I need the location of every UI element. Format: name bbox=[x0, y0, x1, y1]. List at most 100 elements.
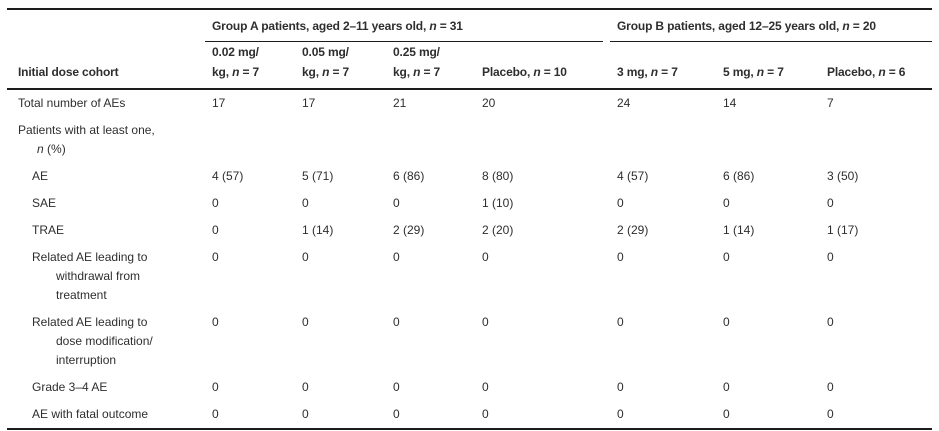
cell-value: 1 (17) bbox=[827, 223, 859, 237]
cell-value: 6 (86) bbox=[393, 169, 425, 183]
cell-value: 0 bbox=[212, 315, 219, 329]
table-row: TRAE 0 1 (14) 2 (29) 2 (20) 2 (29) 1 (14) 1 (17… bbox=[7, 217, 932, 244]
row-label-line: TRAE bbox=[32, 223, 65, 237]
cell-value: 0 bbox=[302, 315, 309, 329]
cell-value bbox=[820, 117, 932, 163]
cell-value: 14 bbox=[723, 96, 737, 110]
row-label: AE with fatal outcome bbox=[7, 401, 205, 430]
cell-value: 0 bbox=[617, 380, 624, 394]
table-row: AE with fatal outcome 0 0 0 0 0 0 0 bbox=[7, 401, 933, 430]
dose-column-header: Placebo, n = 10 bbox=[475, 42, 610, 90]
table-row: Total number of AEs 17 17 21 20 24 14 7 bbox=[7, 89, 932, 117]
row-label: AE bbox=[7, 163, 205, 190]
dose-column-header: 0.02 mg/kg, n = 7 bbox=[205, 42, 295, 90]
cell-value: 0 bbox=[716, 401, 820, 430]
cell-value: 0 bbox=[827, 380, 834, 394]
table-head: Group A patients, aged 2–11 years old, n… bbox=[7, 8, 933, 90]
cell-value: 0 bbox=[482, 380, 489, 394]
cell-value: 1 (14) bbox=[723, 223, 755, 237]
table-row: Grade 3–4 AE 0 0 0 0 0 0 0 bbox=[7, 374, 932, 401]
table-row: AE 4 (57) 5 (71) 6 (86) 8 (80) 4 (57) 6 (86) 3 … bbox=[7, 163, 932, 190]
group-header-label: Group A patients, aged 2–11 years old, n… bbox=[212, 19, 463, 33]
group-underline bbox=[205, 40, 603, 42]
dose-column-header-line: 0.02 mg/ bbox=[212, 45, 259, 59]
cell-value: 0 bbox=[617, 250, 624, 264]
cell-value: 8 (80) bbox=[482, 169, 514, 183]
row-label-line: withdrawal from bbox=[56, 269, 141, 283]
table-row: Patients with at least one, n (%) bbox=[7, 117, 932, 163]
cell-value: 2 (29) bbox=[393, 223, 425, 237]
cell-value: 0 bbox=[212, 380, 219, 394]
cell-value: 0 bbox=[212, 223, 219, 237]
cell-value: 20 bbox=[482, 96, 496, 110]
row-label-line: Grade 3–4 AE bbox=[32, 380, 108, 394]
row-label: Related AE leading to dose modification/i… bbox=[7, 309, 205, 374]
cell-value: 17 bbox=[302, 96, 316, 110]
cell-value: 0 bbox=[302, 380, 309, 394]
row-label-line: n (%) bbox=[37, 142, 66, 156]
cell-value bbox=[716, 117, 820, 163]
cell-value: 0 bbox=[617, 315, 624, 329]
ae-table: Group A patients, aged 2–11 years old, n… bbox=[7, 8, 933, 430]
cell-value: 0 bbox=[827, 315, 834, 329]
row-label-line: Related AE leading to bbox=[32, 250, 148, 264]
row-label-line: Related AE leading to bbox=[32, 315, 148, 329]
dose-column-header-line: kg, n = 7 bbox=[393, 65, 441, 79]
cell-value: 0 bbox=[482, 315, 489, 329]
cell-value: 0 bbox=[386, 401, 475, 430]
cell-value: 0 bbox=[212, 196, 219, 210]
group-header-row: Group A patients, aged 2–11 years old, n… bbox=[7, 8, 933, 42]
dose-column-header-line: 0.25 mg/ bbox=[393, 45, 440, 59]
cell-value: 0 bbox=[212, 250, 219, 264]
cell-value bbox=[386, 117, 475, 163]
cell-value: 24 bbox=[617, 96, 631, 110]
initial-dose-cohort-header: Initial dose cohort bbox=[7, 42, 205, 90]
row-label-line: dose modification/ bbox=[56, 334, 153, 348]
row-label: Total number of AEs bbox=[7, 89, 205, 117]
cell-value: 0 bbox=[393, 380, 400, 394]
cell-value bbox=[295, 117, 386, 163]
dose-column-header-line: 0.05 mg/ bbox=[302, 45, 349, 59]
cell-value bbox=[475, 117, 610, 163]
cell-value: 7 bbox=[827, 96, 834, 110]
dose-column-header-line: 3 mg, n = 7 bbox=[617, 65, 678, 79]
cell-value: 0 bbox=[393, 250, 400, 264]
cell-value: 0 bbox=[827, 250, 834, 264]
dose-column-header-line: kg, n = 7 bbox=[212, 65, 260, 79]
cell-value: 0 bbox=[610, 401, 716, 430]
cell-value: 0 bbox=[723, 196, 730, 210]
table-row: Related AE leading to withdrawal from trea… bbox=[7, 244, 932, 309]
cell-value: 2 (20) bbox=[482, 223, 514, 237]
table-row: Related AE leading to dose modification/i… bbox=[7, 309, 932, 374]
cell-value: 6 (86) bbox=[723, 169, 755, 183]
row-label-line: Patients with at least one, bbox=[18, 123, 155, 137]
cell-value: 17 bbox=[212, 96, 226, 110]
cell-value: 0 bbox=[723, 250, 730, 264]
row-label: Grade 3–4 AE bbox=[7, 374, 205, 401]
dose-column-header: Placebo, n = 6 bbox=[820, 42, 933, 90]
row-label-line: SAE bbox=[32, 196, 57, 210]
row-label: Related AE leading to withdrawal from trea… bbox=[7, 244, 205, 309]
dose-column-header: 5 mg, n = 7 bbox=[716, 42, 820, 90]
cell-value: 0 bbox=[205, 401, 295, 430]
table-row: SAE 0 0 0 1 (10) 0 0 0 bbox=[7, 190, 932, 217]
dose-column-header-line: Placebo, n = 10 bbox=[482, 65, 567, 79]
cell-value: 0 bbox=[723, 380, 730, 394]
group-underline bbox=[610, 40, 933, 42]
cell-value: 1 (10) bbox=[482, 196, 514, 210]
cell-value: 0 bbox=[302, 250, 309, 264]
cell-value: 0 bbox=[617, 196, 624, 210]
row-label-line: AE bbox=[32, 169, 49, 183]
row-label-line: Total number of AEs bbox=[18, 96, 126, 110]
cell-value: 0 bbox=[482, 250, 489, 264]
dose-column-header-line: 5 mg, n = 7 bbox=[723, 65, 784, 79]
cell-value: 2 (29) bbox=[617, 223, 649, 237]
cell-value: 0 bbox=[475, 401, 610, 430]
group-a-header: Group A patients, aged 2–11 years old, n… bbox=[205, 8, 610, 42]
group-b-header: Group B patients, aged 12–25 years old, … bbox=[610, 8, 933, 42]
row-label-line: treatment bbox=[56, 288, 107, 302]
cell-value: 0 bbox=[302, 196, 309, 210]
cell-value: 0 bbox=[820, 401, 933, 430]
cell-value: 0 bbox=[827, 196, 834, 210]
